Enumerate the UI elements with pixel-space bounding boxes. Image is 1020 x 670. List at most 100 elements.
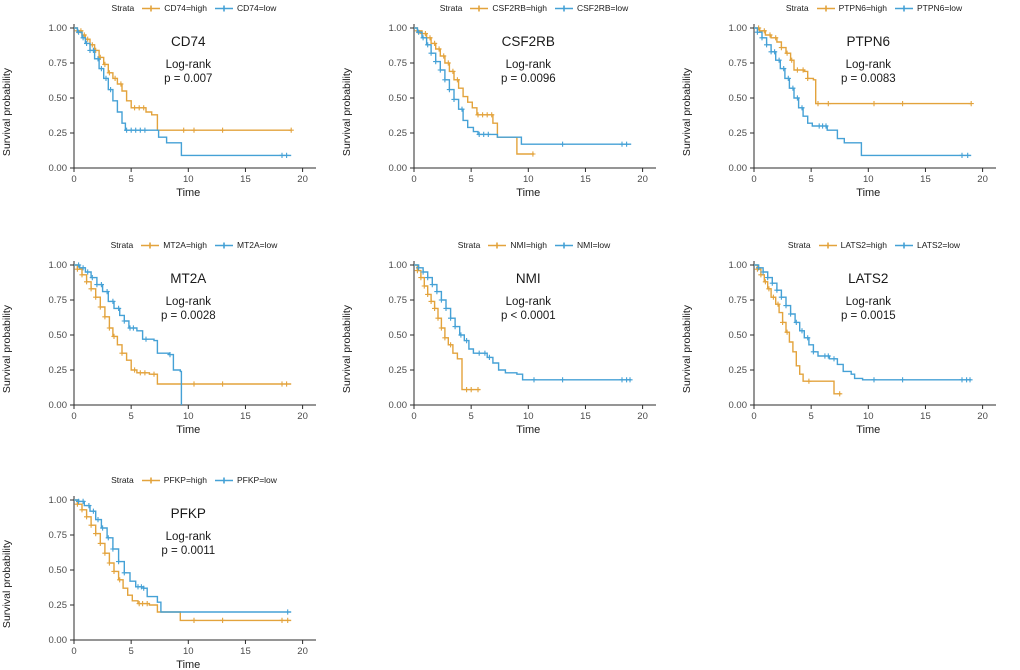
legend-item-low: MT2A=low <box>214 240 277 250</box>
legend-label-low: NMI=low <box>577 240 611 250</box>
censor-mark <box>464 338 470 344</box>
x-tick-label: 0 <box>71 174 76 185</box>
legend-line-plus-low-icon <box>555 5 573 11</box>
censor-mark <box>794 67 800 73</box>
legend: Strata CD74=high CD74=low <box>0 0 340 16</box>
censor-mark <box>116 305 122 311</box>
censor-mark <box>86 503 92 509</box>
x-tick-label: 20 <box>977 411 988 422</box>
censor-mark <box>810 349 816 355</box>
censor-mark <box>88 286 94 292</box>
plot-title: CD74 <box>171 34 206 49</box>
legend-label-low: CSF2RB=low <box>577 3 629 13</box>
legend: Strata NMI=high NMI=low <box>340 237 680 253</box>
censor-mark <box>132 367 138 373</box>
censor-mark <box>80 498 86 504</box>
censor-mark <box>425 42 431 48</box>
y-tick-label: 0.75 <box>389 58 408 69</box>
legend-line-plus-low-icon <box>895 242 913 248</box>
legend-label-low: CD74=low <box>237 3 277 13</box>
legend-line-plus-high-icon <box>816 5 835 11</box>
censor-mark <box>765 275 771 281</box>
legend-item-high: MT2A=high <box>140 240 207 250</box>
censor-mark <box>825 353 831 359</box>
censor-mark <box>124 127 130 133</box>
y-tick-label: 1.00 <box>49 23 68 34</box>
censor-mark <box>761 28 767 34</box>
censor-mark <box>776 57 782 63</box>
plot-title: PTPN6 <box>847 34 891 49</box>
censor-mark <box>476 131 482 137</box>
censor-mark <box>94 282 100 288</box>
p-value-label: p = 0.0096 <box>501 73 556 85</box>
x-tick-label: 5 <box>469 411 474 422</box>
y-tick-label: 0.50 <box>389 93 408 104</box>
legend: Strata PFKP=high PFKP=low <box>0 472 340 488</box>
x-tick-label: 15 <box>240 411 251 422</box>
plot-body: Survival probability 0.00 0.25 0.50 0.75 1.0… <box>680 16 1020 218</box>
censor-mark <box>167 352 173 358</box>
legend-item-low: NMI=low <box>554 240 610 250</box>
survival-plot: 0.00 0.25 0.50 0.75 1.00 0 5 10 15 20 Time CD74 Log-… <box>49 23 316 199</box>
censor-mark <box>774 287 780 293</box>
censor-mark <box>79 507 85 513</box>
censor-mark <box>116 559 122 565</box>
y-tick-label: 0.00 <box>389 400 408 411</box>
censor-mark <box>871 377 877 383</box>
legend-item-low: PFKP=low <box>214 475 277 485</box>
x-tick-label: 20 <box>637 174 648 185</box>
censor-mark <box>464 387 470 393</box>
censor-mark <box>799 105 805 111</box>
censor-mark <box>627 377 633 383</box>
y-tick-label: 0.50 <box>49 93 68 104</box>
censor-mark <box>80 35 86 41</box>
censor-mark <box>766 286 772 292</box>
x-tick-label: 10 <box>523 411 534 422</box>
legend-strata-label: Strata <box>110 240 134 250</box>
legend-label-low: PFKP=low <box>237 475 277 485</box>
censor-mark <box>448 342 454 348</box>
censor-mark <box>450 68 456 74</box>
x-tick-label: 0 <box>751 411 756 422</box>
censor-mark <box>436 46 442 52</box>
censor-mark <box>137 127 143 133</box>
survival-plot: 0.00 0.25 0.50 0.75 1.00 0 5 10 15 20 Time NMI Log-r… <box>389 260 656 436</box>
x-axis-label: Time <box>176 424 200 436</box>
censor-mark <box>118 81 124 87</box>
censor-mark <box>100 525 106 531</box>
legend-line-plus-low-icon <box>215 477 233 483</box>
censor-mark <box>438 297 444 303</box>
legend-label-low: LATS2=low <box>917 240 961 250</box>
censor-mark <box>151 371 157 377</box>
censor-mark <box>784 329 790 335</box>
censor-mark <box>458 332 464 338</box>
censor-mark <box>191 617 197 623</box>
censor-mark <box>805 75 811 81</box>
y-tick-label: 0.00 <box>729 400 748 411</box>
censor-mark <box>789 57 795 63</box>
y-tick-label: 0.00 <box>49 400 68 411</box>
censor-mark <box>279 617 285 623</box>
censor-mark <box>128 127 134 133</box>
censor-mark <box>965 152 971 158</box>
km-panel: Strata PTPN6=high PTPN6=low Survival pro… <box>680 0 1020 225</box>
stat-test-label: Log-rank <box>506 296 552 308</box>
censor-mark <box>446 87 452 93</box>
km-panel: Strata NMI=high NMI=low Survival probabi… <box>340 237 680 462</box>
censor-mark <box>468 387 474 393</box>
censor-mark <box>285 617 291 623</box>
legend: Strata LATS2=high LATS2=low <box>680 237 1020 253</box>
censor-mark <box>434 289 440 295</box>
censor-mark <box>560 141 566 147</box>
censor-mark <box>79 272 85 278</box>
legend-label-high: MT2A=high <box>163 240 207 250</box>
y-tick-label: 0.50 <box>729 93 748 104</box>
censor-mark <box>433 59 439 65</box>
censor-mark <box>773 35 779 41</box>
censor-mark <box>93 294 99 300</box>
y-tick-label: 0.75 <box>49 530 68 541</box>
x-tick-label: 10 <box>863 174 874 185</box>
censor-mark <box>805 335 811 341</box>
plot-body: Survival probability 0.00 0.25 0.50 0.75 1.0… <box>340 16 680 218</box>
x-tick-label: 0 <box>71 411 76 422</box>
